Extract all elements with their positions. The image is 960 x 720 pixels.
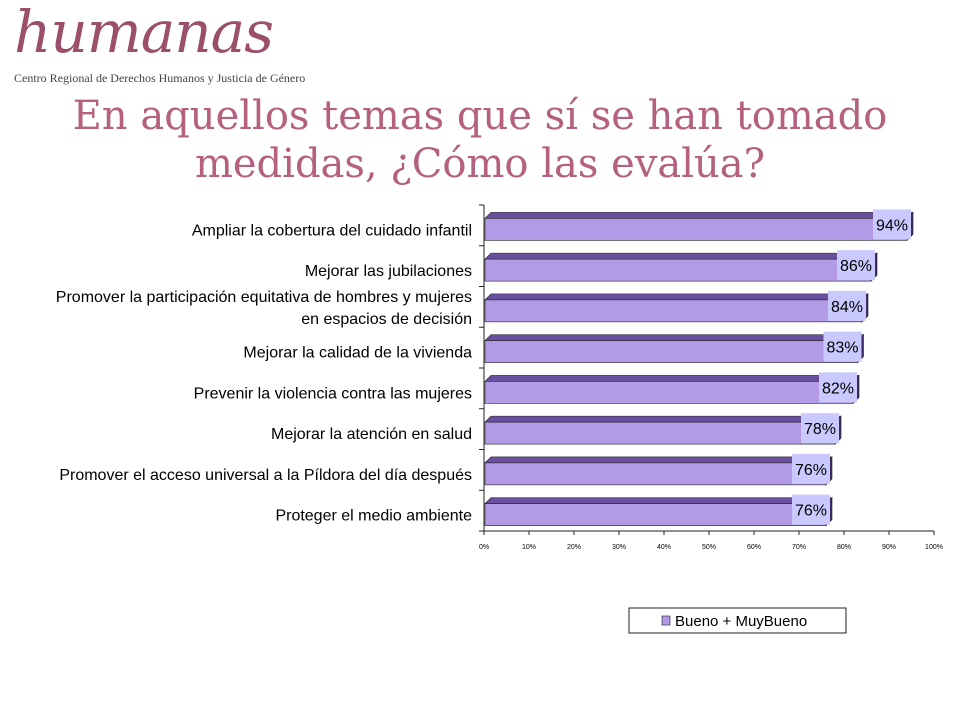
data-label: 84%: [831, 299, 863, 316]
data-label-box: [792, 494, 830, 525]
humanas-logo: humanas Centro Regional de Derechos Huma…: [12, 0, 332, 86]
data-label-box: [837, 250, 875, 281]
x-tick-label: 90%: [882, 544, 896, 551]
bar-top-face: [484, 212, 914, 219]
x-tick-label: 80%: [837, 544, 851, 551]
legend-label: Bueno + MuyBueno: [675, 613, 807, 630]
category-label: Mejorar la calidad de la vivienda: [243, 345, 472, 362]
slide-title-line-1: En aquellos temas que sí se han tomado: [72, 93, 888, 139]
slide-title-line-2: medidas, ¿Cómo las evalúa?: [194, 141, 766, 187]
data-label: 94%: [876, 217, 908, 234]
bar: [484, 462, 827, 486]
data-label-box: [819, 372, 857, 403]
bar: [484, 218, 908, 241]
data-label: 83%: [826, 340, 858, 357]
bar-top-face: [484, 456, 833, 464]
data-label-box: [792, 453, 830, 484]
x-tick-label: 10%: [522, 544, 536, 551]
x-tick-label: 100%: [925, 544, 943, 551]
bar: [484, 299, 863, 323]
x-tick-label: 50%: [702, 544, 716, 551]
logo-subtitle: Centro Regional de Derechos Humanos y Ju…: [14, 71, 306, 85]
logo-wordmark: humanas: [14, 0, 274, 66]
data-label-box: [801, 413, 839, 444]
bar-top-face: [484, 252, 878, 260]
data-label: 82%: [822, 380, 854, 397]
data-label: 78%: [804, 421, 836, 438]
x-tick-label: 0%: [479, 544, 489, 551]
data-label: 76%: [795, 503, 827, 520]
legend-swatch: [661, 615, 671, 626]
slide-title: En aquellos temas que sí se han tomado m…: [0, 92, 960, 188]
bar: [484, 340, 858, 363]
bar-top-face: [484, 334, 865, 341]
bar-top-face: [484, 293, 869, 301]
category-label: Mejorar las jubilaciones: [305, 263, 472, 280]
data-label: 86%: [840, 258, 872, 275]
x-tick-label: 30%: [612, 544, 626, 551]
category-label: Ampliar la cobertura del cuidado infanti…: [192, 222, 472, 239]
category-label: Mejorar la atención en salud: [271, 426, 472, 443]
x-tick-label: 70%: [792, 544, 806, 551]
bar: [484, 258, 872, 282]
x-tick-label: 20%: [567, 544, 581, 551]
bar-top-face: [484, 415, 842, 423]
data-label: 76%: [795, 462, 827, 479]
x-tick-label: 60%: [747, 544, 761, 551]
bar: [484, 421, 836, 445]
data-label-box: [823, 331, 862, 362]
data-label-box: [873, 209, 911, 240]
data-label-box: [828, 290, 866, 321]
category-label: Promover la participación equitativa de …: [56, 289, 472, 306]
x-tick-label: 40%: [657, 544, 671, 551]
bar: [484, 381, 854, 404]
bar-top-face: [484, 497, 833, 504]
category-label: Promover el acceso universal a la Píldor…: [59, 467, 472, 484]
category-label: en espacios de decisión: [301, 311, 472, 328]
category-label: Prevenir la violencia contra las mujeres: [194, 385, 472, 402]
category-label: Proteger el medio ambiente: [275, 508, 472, 525]
bar-top-face: [484, 375, 860, 382]
bar: [484, 503, 827, 526]
